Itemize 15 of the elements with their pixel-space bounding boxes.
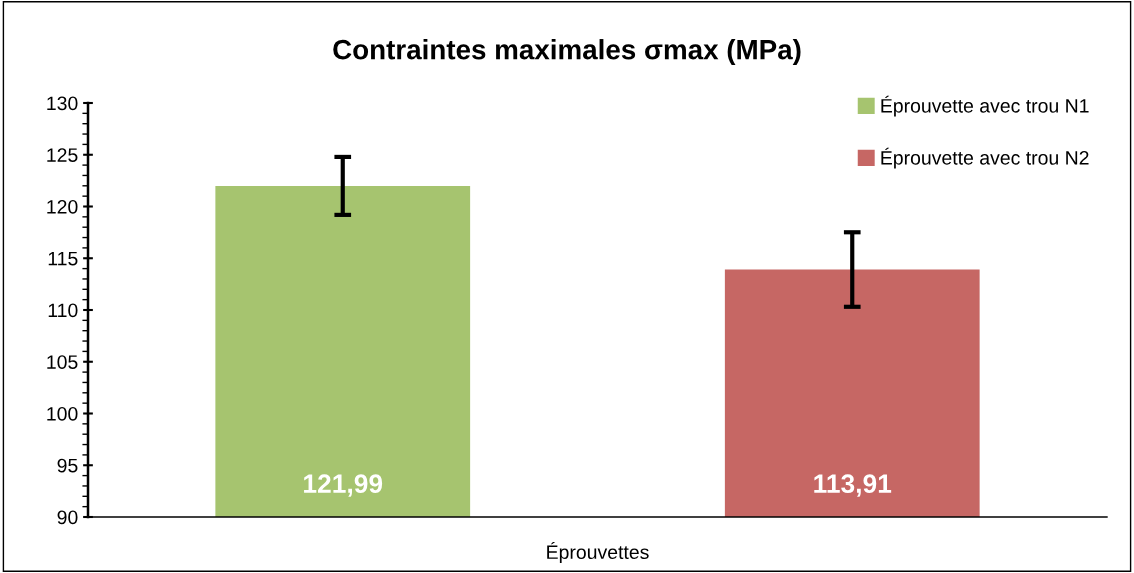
y-tick-label: 130: [47, 96, 78, 111]
y-tick-label: 95: [57, 458, 78, 473]
x-tick-label: Éprouvettes: [547, 542, 649, 563]
y-tick-label: 90: [57, 510, 78, 525]
y-tick-label: 110: [48, 303, 78, 318]
y-tick-label: 115: [48, 251, 78, 266]
y-tick-label: 125: [47, 148, 78, 162]
legend-label: Éprouvette avec trou N2: [881, 147, 1089, 169]
chart-title: Contraintes maximales σmax (MPa): [333, 39, 801, 65]
legend-label: Éprouvette avec trou N1: [881, 95, 1089, 117]
y-tick-label: 120: [47, 199, 78, 214]
data-label: 113,91: [814, 474, 892, 497]
y-tick-label: 105: [47, 355, 78, 369]
y-tick-label: 100: [47, 406, 78, 421]
data-label: 121,99: [304, 474, 383, 497]
